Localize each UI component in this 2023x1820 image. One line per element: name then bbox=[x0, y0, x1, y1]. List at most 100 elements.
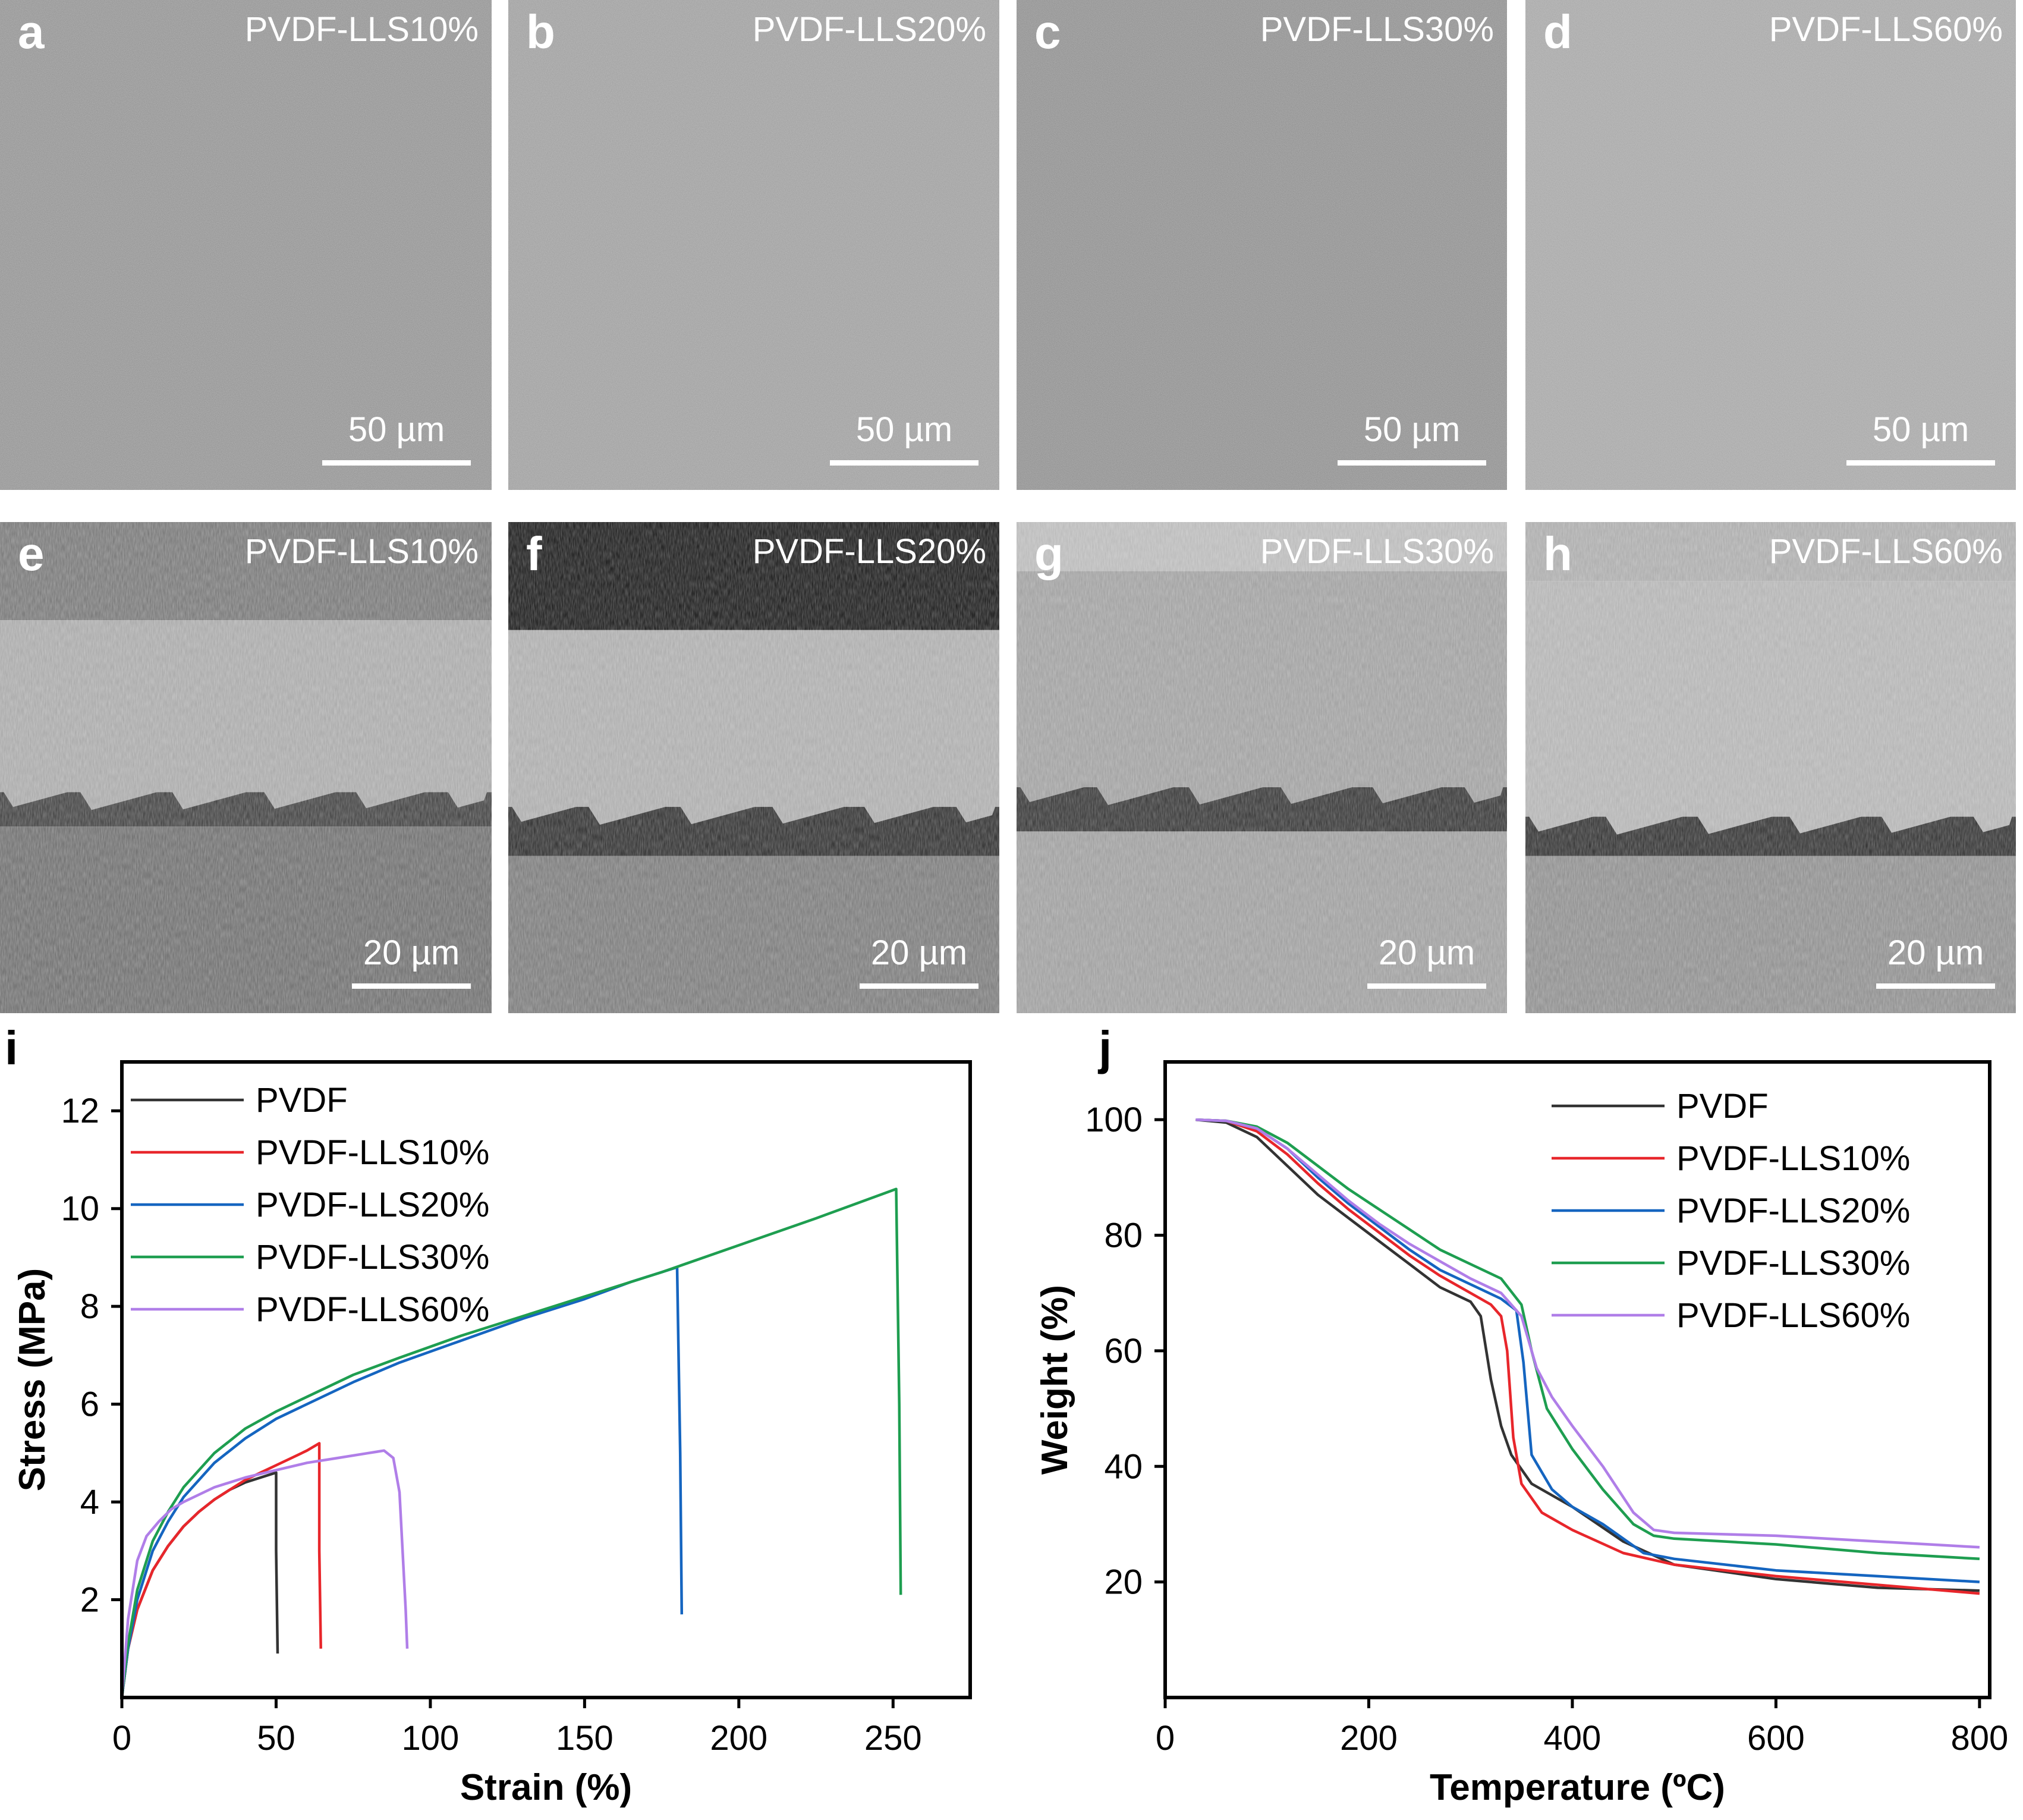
x-axis-label: Strain (%) bbox=[460, 1767, 632, 1808]
x-tick-label: 50 bbox=[257, 1719, 295, 1758]
scale-bar-label: 20 µm bbox=[363, 933, 460, 972]
y-tick-label: 10 bbox=[61, 1190, 99, 1228]
sem-panel-f: f PVDF-LLS20% 20 µm bbox=[508, 522, 999, 1013]
x-tick-label: 600 bbox=[1747, 1719, 1805, 1758]
sem-micrograph bbox=[0, 0, 492, 490]
y-axis-label: Weight (%) bbox=[1034, 1285, 1075, 1475]
scale-bar-label: 20 µm bbox=[1378, 933, 1475, 972]
sem-panel-b: b PVDF-LLS20% 50 µm bbox=[508, 0, 999, 490]
panel-letter: g bbox=[1034, 527, 1064, 580]
series-line bbox=[1195, 1118, 1980, 1592]
sem-panel-e: e PVDF-LLS10% 20 µm bbox=[0, 522, 492, 1013]
sem-panel-g: g PVDF-LLS30% 20 µm bbox=[1017, 522, 1507, 1013]
scale-bar-label: 50 µm bbox=[348, 410, 445, 449]
scale-bar bbox=[1338, 460, 1486, 466]
sample-name: PVDF-LLS10% bbox=[244, 532, 479, 571]
legend-label: PVDF-LLS30% bbox=[256, 1238, 489, 1277]
x-tick-label: 800 bbox=[1950, 1719, 2008, 1758]
series-line bbox=[122, 1266, 684, 1698]
legend-label: PVDF-LLS20% bbox=[1676, 1192, 1910, 1230]
panel-letter: i bbox=[5, 1023, 18, 1074]
x-tick-label: 200 bbox=[710, 1719, 767, 1758]
series-line bbox=[1195, 1118, 1980, 1549]
y-tick-label: 8 bbox=[80, 1287, 99, 1326]
panel-letter: d bbox=[1543, 5, 1572, 58]
panel-letter: e bbox=[18, 527, 45, 580]
scale-bar bbox=[1876, 983, 1995, 989]
series-line bbox=[122, 1449, 409, 1698]
sample-name: PVDF-LLS30% bbox=[1260, 10, 1494, 49]
panel-letter: f bbox=[526, 527, 542, 580]
y-tick-label: 2 bbox=[80, 1581, 99, 1620]
legend-label: PVDF-LLS10% bbox=[1676, 1139, 1910, 1178]
sem-micrograph bbox=[0, 522, 492, 1013]
panel-letter: a bbox=[18, 5, 45, 58]
sem-panel-c: c PVDF-LLS30% 50 µm bbox=[1017, 0, 1507, 490]
series-line bbox=[122, 1471, 279, 1698]
sem-panel-a: a PVDF-LLS10% 50 µm bbox=[0, 0, 492, 490]
panel-letter: b bbox=[526, 5, 555, 58]
scale-bar bbox=[1367, 983, 1486, 989]
x-tick-label: 250 bbox=[864, 1719, 922, 1758]
y-axis-label: Stress (MPa) bbox=[12, 1268, 53, 1492]
x-tick-label: 150 bbox=[556, 1719, 613, 1758]
tga-svg: j 0 200 400 600 800 20 40 60 80 100 Temperature (ºC… bbox=[1034, 1021, 2008, 1808]
sem-micrograph bbox=[508, 0, 999, 490]
sample-name: PVDF-LLS10% bbox=[244, 10, 479, 49]
sem-micrograph bbox=[1017, 522, 1507, 1013]
sem-panel-h: h PVDF-LLS60% 20 µm bbox=[1525, 522, 2016, 1013]
tga-chart: j 0 200 400 600 800 20 40 60 80 100 Temperature (ºC… bbox=[1011, 1021, 2023, 1817]
x-tick-label: 400 bbox=[1544, 1719, 1602, 1758]
sample-name: PVDF-LLS20% bbox=[752, 10, 986, 49]
sample-name: PVDF-LLS60% bbox=[1769, 532, 2003, 571]
sample-name: PVDF-LLS30% bbox=[1260, 532, 1494, 571]
x-tick-label: 0 bbox=[1156, 1719, 1175, 1758]
legend-label: PVDF-LLS20% bbox=[256, 1186, 489, 1224]
y-tick-label: 12 bbox=[61, 1092, 99, 1130]
legend-label: PVDF-LLS30% bbox=[1676, 1244, 1910, 1283]
scale-bar bbox=[352, 983, 471, 989]
plot-frame bbox=[1163, 1060, 1991, 1699]
series-line bbox=[122, 1187, 902, 1698]
y-tick-label: 100 bbox=[1085, 1101, 1143, 1139]
legend-label: PVDF-LLS60% bbox=[1676, 1296, 1910, 1335]
panel-letter: c bbox=[1034, 5, 1061, 58]
y-tick-label: 6 bbox=[80, 1385, 99, 1424]
sem-micrograph bbox=[1525, 522, 2016, 1013]
sem-panel-d: d PVDF-LLS60% 50 µm bbox=[1525, 0, 2016, 490]
stress-strain-svg: i 0 50 100 150 200 250 2 4 6 8 10 12 Strain (%) Stress… bbox=[5, 1021, 972, 1808]
x-axis-label: Temperature (ºC) bbox=[1430, 1767, 1725, 1808]
scale-bar-label: 20 µm bbox=[870, 933, 968, 972]
scale-bar bbox=[860, 983, 979, 989]
x-tick-label: 200 bbox=[1340, 1719, 1398, 1758]
panel-letter: h bbox=[1543, 527, 1572, 580]
x-tick-label: 0 bbox=[112, 1719, 131, 1758]
y-tick-label: 60 bbox=[1104, 1332, 1143, 1370]
stress-strain-chart: i 0 50 100 150 200 250 2 4 6 8 10 12 Strain (%) Stress… bbox=[0, 1021, 1011, 1817]
scale-bar-label: 50 µm bbox=[1363, 410, 1461, 449]
series-line bbox=[1195, 1118, 1980, 1561]
legend-label: PVDF bbox=[1676, 1087, 1769, 1126]
sem-micrograph bbox=[508, 522, 999, 1013]
sem-micrograph bbox=[1017, 0, 1507, 490]
scale-bar-label: 50 µm bbox=[855, 410, 953, 449]
sample-name: PVDF-LLS60% bbox=[1769, 10, 2003, 49]
y-tick-label: 4 bbox=[80, 1483, 99, 1522]
panel-letter: j bbox=[1097, 1023, 1112, 1074]
legend-label: PVDF bbox=[256, 1081, 348, 1120]
y-tick-label: 20 bbox=[1104, 1563, 1143, 1602]
scale-bar bbox=[830, 460, 979, 466]
sem-micrograph bbox=[1525, 0, 2016, 490]
legend-label: PVDF-LLS60% bbox=[256, 1290, 489, 1329]
scale-bar bbox=[1846, 460, 1995, 466]
scale-bar-label: 20 µm bbox=[1887, 933, 1984, 972]
scale-bar-label: 50 µm bbox=[1872, 410, 1969, 449]
plot-frame bbox=[120, 1060, 972, 1699]
series-line bbox=[1195, 1118, 1980, 1595]
y-tick-label: 40 bbox=[1104, 1447, 1143, 1486]
x-tick-label: 100 bbox=[402, 1719, 460, 1758]
legend-label: PVDF-LLS10% bbox=[256, 1133, 489, 1172]
y-tick-label: 80 bbox=[1104, 1217, 1143, 1255]
series-line bbox=[122, 1442, 322, 1698]
scale-bar bbox=[322, 460, 471, 466]
